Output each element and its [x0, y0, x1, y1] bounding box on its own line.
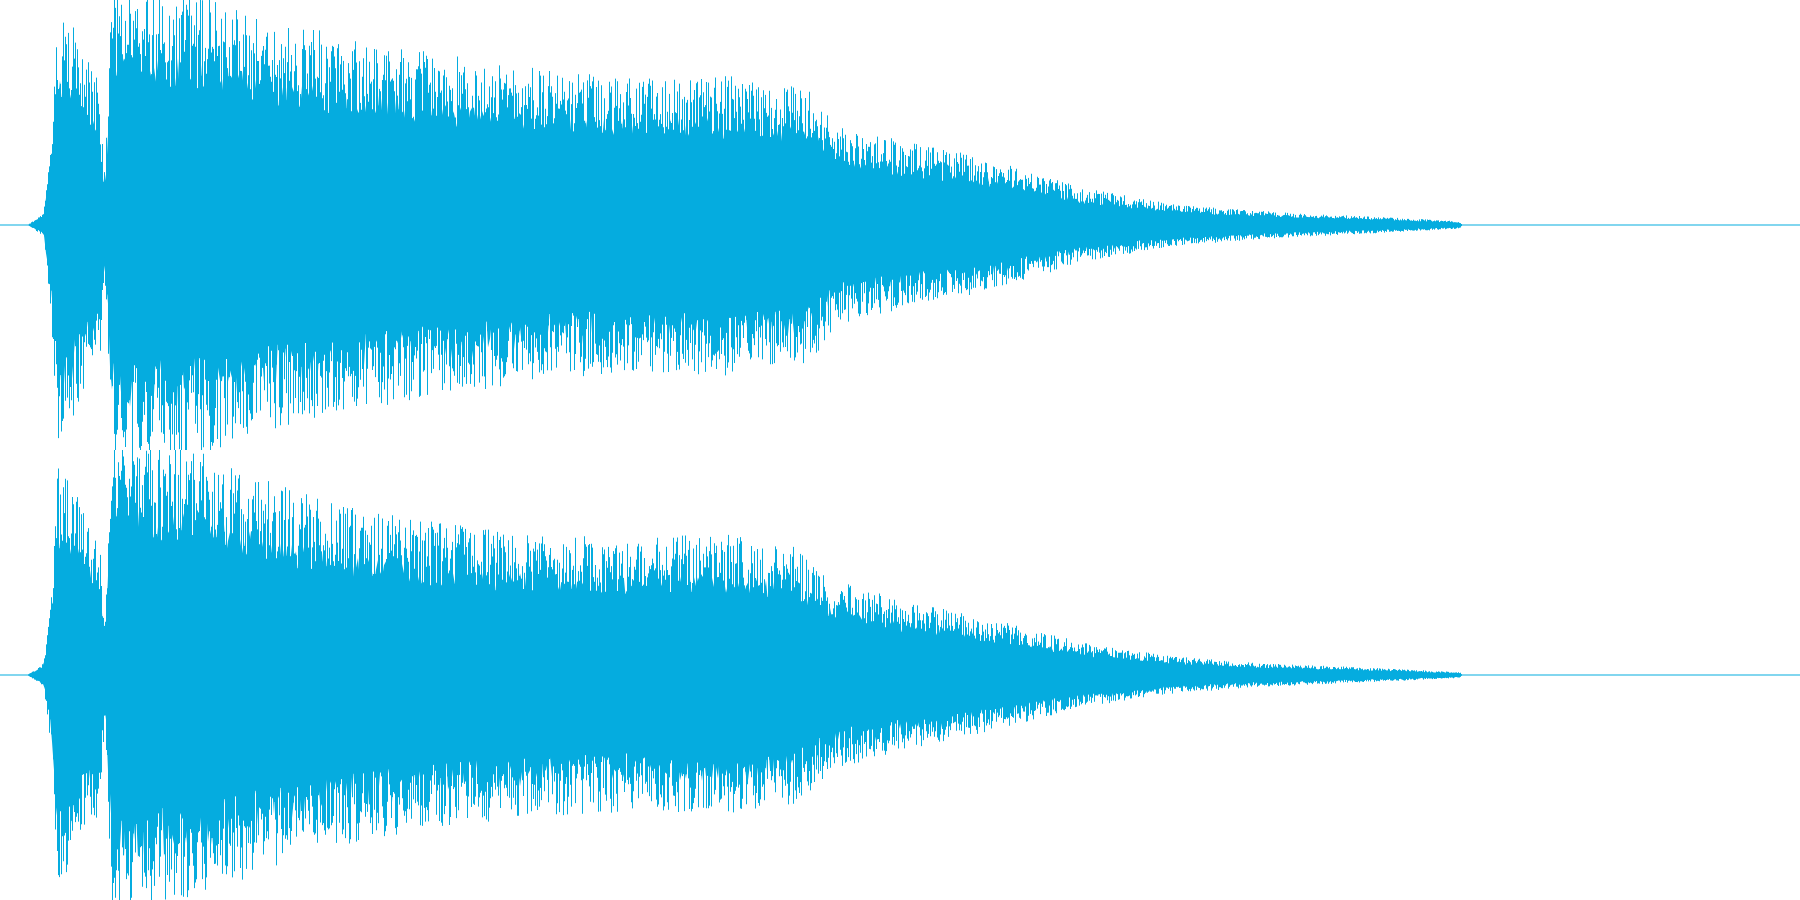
channel-1-peaks	[28, 0, 1462, 450]
channel-2-waveform	[0, 450, 1800, 900]
channel-2-peaks	[28, 450, 1462, 900]
channel-1-waveform	[0, 0, 1800, 450]
